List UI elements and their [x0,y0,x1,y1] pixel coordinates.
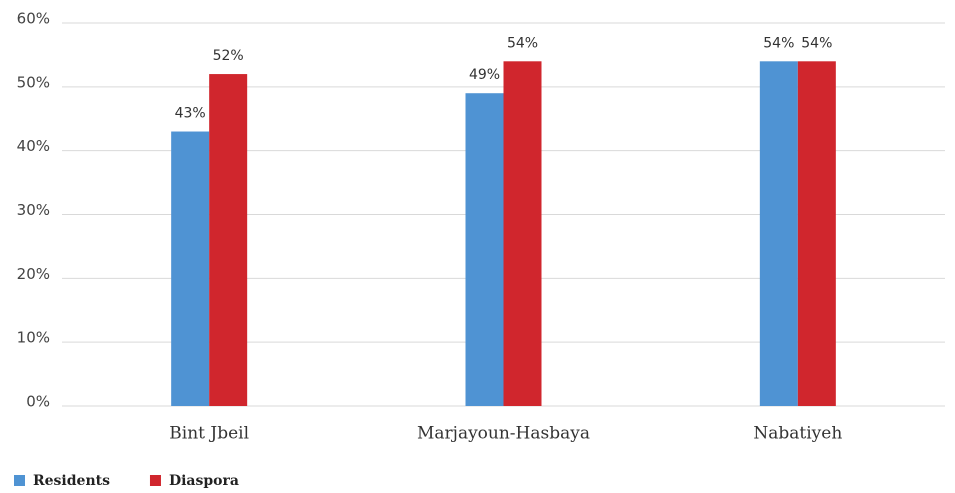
bar [797,61,836,407]
value-label: 54% [801,35,832,51]
bar [465,93,504,406]
legend-swatch [149,475,161,486]
bar [503,61,542,407]
y-tick-label: 20% [17,265,50,283]
bar [209,74,248,407]
value-label: 54% [763,35,794,51]
value-label: 49% [469,67,500,83]
y-tick-label: 40% [17,137,50,155]
value-label: 52% [213,48,244,64]
y-tick-label: 50% [17,73,50,91]
y-tick-label: 10% [17,329,50,347]
legend-swatch [14,475,25,486]
bar [171,131,210,406]
y-tick-label: 30% [17,201,50,219]
x-tick-label: Marjayoun-Hasbaya [417,424,590,444]
value-label: 43% [175,106,206,122]
value-label: 54% [507,35,538,51]
bar [759,61,798,407]
y-tick-label: 60% [17,10,50,28]
legend-label: Residents [33,473,110,489]
legend-label: Diaspora [169,473,239,489]
y-tick-label: 0% [26,393,50,411]
x-tick-label: Bint Jbeil [169,424,249,444]
x-tick-label: Nabatiyeh [753,424,842,444]
